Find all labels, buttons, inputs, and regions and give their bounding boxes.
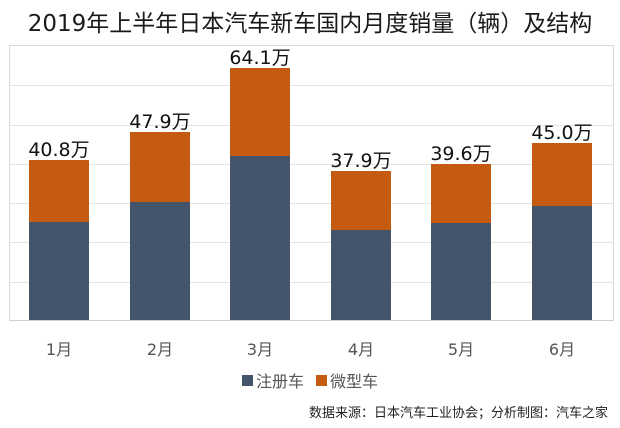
bar-segment-registered	[29, 222, 89, 320]
bar-6	[532, 143, 592, 320]
x-axis-label: 6月	[548, 340, 576, 359]
bar-4	[331, 171, 391, 320]
bar-5	[431, 164, 491, 320]
bar-segment-kei	[29, 159, 89, 223]
x-axis-label: 1月	[45, 340, 73, 359]
data-source-note: 数据来源：日本汽车工业协会；分析制图：汽车之家	[308, 406, 608, 421]
gridline	[10, 281, 613, 283]
bar-segment-registered	[431, 222, 491, 320]
legend-swatch-kei-icon	[316, 374, 327, 386]
bar-segment-kei	[130, 131, 190, 203]
total-value-label: 45.0万	[531, 122, 593, 145]
bar-3	[230, 68, 290, 320]
bar-segment-registered	[532, 206, 592, 320]
bar-segment-kei	[431, 164, 491, 223]
bar-segment-registered	[130, 202, 190, 320]
bar-1	[29, 159, 89, 320]
legend-swatch-registered-icon	[241, 374, 253, 386]
total-value-label: 37.9万	[330, 150, 392, 173]
bar-segment-kei	[230, 68, 290, 157]
legend-item-registered: 注册车	[241, 368, 304, 392]
total-value-label: 64.1万	[229, 47, 291, 70]
bar-segment-kei	[532, 143, 592, 207]
legend-item-kei: 微型车	[316, 368, 378, 392]
gridline	[10, 85, 613, 87]
gridline	[10, 124, 613, 126]
x-axis-label: 5月	[447, 340, 475, 359]
total-value-label: 47.9万	[129, 110, 191, 133]
total-value-label: 40.8万	[28, 138, 90, 161]
x-axis-label: 2月	[146, 340, 174, 359]
bar-2	[130, 131, 190, 320]
gridline	[10, 163, 613, 165]
x-axis-label: 3月	[246, 340, 274, 359]
x-axis-baseline	[9, 320, 614, 321]
total-value-label: 39.6万	[430, 143, 492, 166]
legend-label-registered: 注册车	[255, 372, 304, 391]
gridline	[10, 242, 613, 244]
gridline	[10, 203, 613, 205]
bar-segment-registered	[331, 230, 391, 320]
plot-area	[9, 45, 614, 320]
legend-label-kei: 微型车	[330, 372, 379, 391]
x-axis-label: 4月	[347, 340, 375, 359]
bar-segment-kei	[331, 171, 391, 231]
chart-title: 2019年上半年日本汽车新车国内月度销量（辆）及结构	[27, 11, 593, 37]
legend: 注册车 微型车	[0, 368, 620, 392]
bar-segment-registered	[230, 156, 290, 320]
